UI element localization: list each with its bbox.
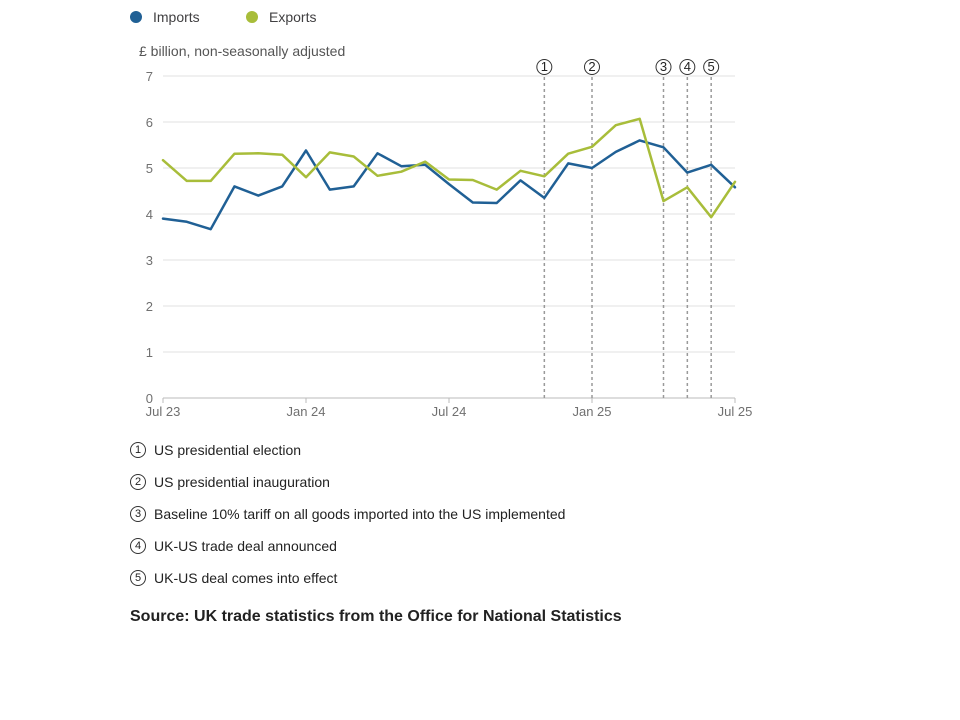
y-tick-label: 3	[146, 253, 153, 268]
event-note: 5 UK-US deal comes into effect	[130, 562, 565, 594]
event-note-marker: 2	[130, 474, 146, 490]
event-note-label: UK-US deal comes into effect	[154, 570, 338, 586]
legend-swatch	[130, 11, 142, 23]
event-marker-number: 4	[684, 59, 691, 74]
event-marker-number: 1	[541, 59, 548, 74]
event-note: 2 US presidential inauguration	[130, 466, 565, 498]
legend-swatch	[246, 11, 258, 23]
event-note-marker: 4	[130, 538, 146, 554]
y-tick-label: 4	[146, 207, 153, 222]
event-note-label: UK-US trade deal announced	[154, 538, 337, 554]
event-note-marker: 5	[130, 570, 146, 586]
x-tick-label: Jul 25	[718, 404, 753, 419]
legend-label: Imports	[153, 9, 200, 25]
y-tick-label: 2	[146, 299, 153, 314]
y-axis-unit-label: £ billion, non-seasonally adjusted	[139, 43, 345, 59]
event-marker	[679, 59, 696, 75]
event-note-marker: 3	[130, 506, 146, 522]
x-tick-label: Jan 25	[572, 404, 611, 419]
event-note-label: US presidential inauguration	[154, 474, 330, 490]
legend-label: Exports	[269, 9, 316, 25]
event-marker	[703, 59, 720, 75]
series-line-imports	[161, 139, 737, 231]
y-tick-label: 1	[146, 345, 153, 360]
event-marker-number: 3	[660, 59, 667, 74]
y-tick-label: 6	[146, 115, 153, 130]
event-note: 3 Baseline 10% tariff on all goods import…	[130, 498, 565, 530]
series-line-exports	[161, 117, 737, 219]
event-notes: 1 US presidential election 2 US presidenti…	[130, 434, 565, 594]
source-note: Source: UK trade statistics from the Off…	[130, 608, 622, 625]
event-note: 1 US presidential election	[130, 434, 565, 466]
x-tick-label: Jan 24	[286, 404, 325, 419]
event-marker-number: 2	[588, 59, 595, 74]
event-marker-number: 5	[708, 59, 715, 74]
y-tick-label: 5	[146, 161, 153, 176]
event-note-label: Baseline 10% tariff on all goods importe…	[154, 506, 566, 522]
event-marker	[536, 59, 553, 75]
event-marker	[584, 59, 600, 75]
event-note-label: US presidential election	[154, 442, 302, 458]
y-tick-label: 0	[146, 391, 153, 406]
y-tick-label: 7	[146, 69, 153, 84]
x-tick-label: Jul 24	[432, 404, 467, 419]
event-note: 4 UK-US trade deal announced	[130, 530, 565, 562]
trade-chart: Imports Exports £ billion, non-seasonally …	[130, 9, 753, 419]
event-note-marker: 1	[130, 442, 146, 458]
x-tick-label: Jul 23	[146, 404, 181, 419]
event-marker	[655, 59, 672, 75]
